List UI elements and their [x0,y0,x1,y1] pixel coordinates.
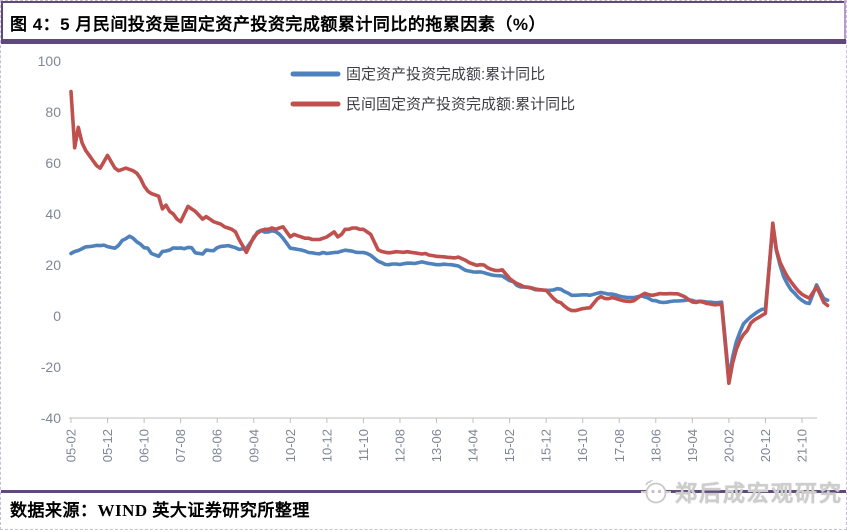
x-tick-label: 20-12 [758,429,773,462]
x-tick-label: 17-08 [612,429,627,462]
figure-title: 图 4：5 月民间投资是固定资产投资完成额累计同比的拖累因素（%） [10,14,546,34]
x-tick-label: 07-08 [173,429,188,462]
x-tick-label: 21-10 [795,429,810,462]
bottom-divider-rule [1,490,846,493]
series-layer [69,89,830,386]
x-tick-label: 06-10 [137,429,152,462]
y-tick-label: 40 [45,206,61,222]
y-tick-label: 80 [45,104,61,120]
x-tick-label: 09-04 [246,429,261,462]
x-tick-label: 16-10 [575,429,590,462]
watermark: 郑后成宏观研究 [640,476,843,508]
x-tick-label: 14-04 [466,429,481,462]
y-tick-label: 100 [38,53,62,69]
y-tick-label: 0 [53,308,61,324]
series-line-1 [69,89,830,386]
watermark-text: 郑后成宏观研究 [674,481,843,506]
x-tick-label: 11-10 [356,429,371,461]
x-tick-label: 15-12 [539,429,554,462]
figure-title-bar: 图 4：5 月民间投资是固定资产投资完成额累计同比的拖累因素（%） [1,5,846,39]
legend-label-total: 固定资产投资完成额:累计同比 [346,66,545,83]
legend: 固定资产投资完成额:累计同比 民间固定资产投资完成额:累计同比 [290,66,575,113]
chart-area: 固定资产投资完成额:累计同比 民间固定资产投资完成额:累计同比 100 80 60 4… [1,46,846,486]
series-line-0 [69,225,830,381]
x-tick-label: 18-06 [648,429,663,462]
x-tick-label: 10-12 [319,429,334,462]
x-tick-label: 19-04 [685,429,700,462]
y-tick-label: 60 [45,155,61,171]
x-tick-label: 15-02 [502,429,517,462]
y-tick-label: -40 [41,410,61,426]
left-accent-line [1,1,3,43]
data-source-note: 数据来源：WIND 英大证券研究所整理 [10,501,310,520]
x-tick-label: 12-08 [392,429,407,462]
chart-svg: 固定资产投资完成额:累计同比 民间固定资产投资完成额:累计同比 100 80 60 4… [38,53,830,462]
top-accent-line [1,1,846,3]
legend-label-private: 民间固定资产投资完成额:累计同比 [346,96,575,113]
x-tick-label: 20-02 [721,429,736,462]
x-tick-label: 05-12 [100,429,115,462]
y-tick-label: 20 [45,257,61,273]
y-tick-label: -20 [41,359,61,375]
x-tick-label: 10-02 [283,429,298,462]
title-divider-rule [1,39,846,44]
x-tick-label: 13-06 [429,429,444,462]
x-tick-label: 08-06 [210,429,225,462]
right-accent-line [844,1,846,43]
x-tick-label: 05-02 [64,429,79,462]
watermark-face-icon [640,479,671,504]
